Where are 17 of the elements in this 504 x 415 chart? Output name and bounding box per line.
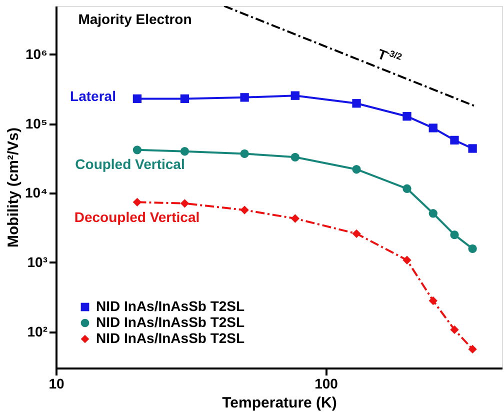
annotation: Decoupled Vertical	[74, 209, 200, 225]
x-tick-label: 100	[314, 376, 338, 392]
annotation: Coupled Vertical	[75, 156, 185, 172]
legend-label: NID InAs/InAsSb T2SL	[96, 298, 246, 314]
x-axis-title: Temperature (K)	[222, 394, 337, 412]
legend-label: NID InAs/InAsSb T2SL	[96, 330, 246, 346]
annotation: Lateral	[70, 88, 116, 104]
y-axis-title: Mobility (cm²/Vs)	[5, 127, 22, 248]
y-tick-label: 10²	[27, 323, 48, 340]
x-tick-label: 10	[48, 376, 64, 392]
legend-label: NID InAs/InAsSb T2SL	[96, 314, 246, 330]
y-tick-label: 10³	[27, 254, 48, 270]
y-tick-label: 10⁴	[25, 184, 48, 201]
annotation: Majority Electron	[78, 11, 192, 27]
y-tick-label: 10⁵	[25, 115, 48, 132]
y-tick-label: 10⁶	[25, 46, 48, 62]
annotation: T-3/2	[376, 46, 404, 64]
